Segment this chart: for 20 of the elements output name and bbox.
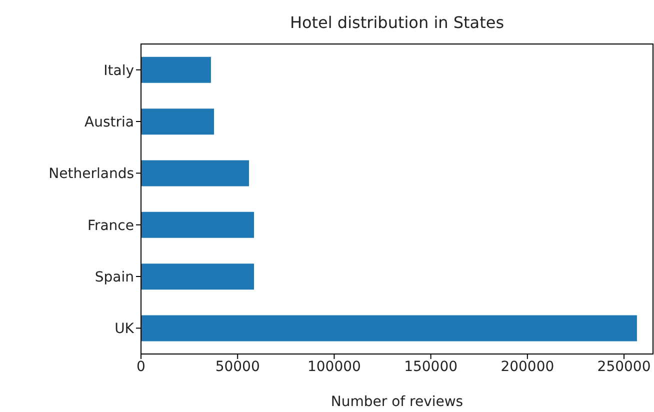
y-tick-label: UK	[114, 321, 135, 338]
x-axis-title: Number of reviews	[330, 394, 464, 410]
x-tick-label: 50000	[215, 358, 260, 375]
y-tick-label: Austria	[84, 114, 134, 130]
y-tick-label: Spain	[94, 269, 134, 286]
x-tick-label: 0	[136, 358, 146, 375]
chart-title: Hotel distribution in States	[290, 13, 504, 32]
bar	[141, 212, 254, 238]
x-tick-label: 200000	[500, 358, 554, 375]
x-tick-label: 250000	[597, 358, 651, 375]
bar	[141, 108, 214, 135]
bar	[141, 160, 250, 186]
bar	[141, 56, 211, 83]
x-tick-label: 100000	[307, 358, 361, 375]
bar	[141, 264, 254, 290]
y-tick-label: Netherlands	[48, 166, 134, 182]
y-tick-label: France	[87, 218, 134, 234]
bar	[141, 315, 637, 342]
y-tick-label: Italy	[104, 62, 134, 79]
x-tick-label: 150000	[404, 358, 458, 375]
